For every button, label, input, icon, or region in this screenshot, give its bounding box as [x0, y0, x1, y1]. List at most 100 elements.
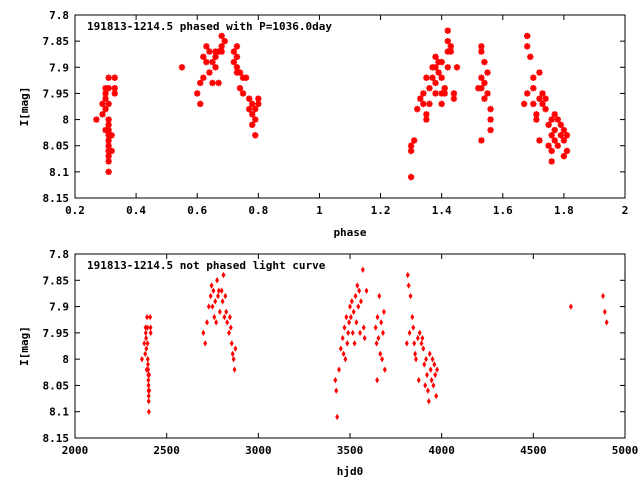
- data-point: [424, 355, 429, 363]
- data-point: [229, 340, 234, 347]
- data-point: [421, 345, 426, 352]
- data-point: [359, 298, 363, 305]
- data-point: [221, 37, 228, 45]
- data-point: [377, 292, 382, 300]
- data-point: [481, 58, 488, 66]
- data-point: [548, 147, 555, 155]
- data-point: [348, 313, 353, 321]
- data-point: [102, 105, 109, 113]
- y-tick-label: 8: [62, 114, 69, 127]
- data-point: [230, 48, 238, 55]
- data-point: [430, 355, 435, 363]
- data-point: [484, 90, 491, 97]
- data-point: [217, 308, 222, 316]
- x-tick-label: 0.4: [126, 204, 146, 217]
- data-point: [557, 132, 565, 139]
- data-point: [142, 340, 147, 347]
- data-point: [228, 324, 233, 331]
- chart-title: 191813-1214.5 not phased light curve: [87, 259, 326, 272]
- data-point: [230, 350, 235, 358]
- data-point: [334, 387, 339, 394]
- data-point: [216, 292, 220, 300]
- y-tick-label: 8.15: [43, 432, 70, 445]
- data-point: [105, 121, 112, 128]
- y-tick-label: 8.1: [49, 406, 69, 419]
- data-point: [487, 116, 494, 123]
- data-point: [382, 366, 387, 373]
- data-point: [527, 53, 534, 61]
- data-point: [478, 43, 485, 50]
- y-tick-label: 7.85: [43, 35, 70, 48]
- data-point: [447, 48, 455, 55]
- data-point: [102, 90, 109, 97]
- data-point: [425, 387, 430, 394]
- data-point: [221, 271, 226, 279]
- data-point: [410, 313, 415, 321]
- data-point: [232, 366, 237, 373]
- data-point: [210, 303, 215, 310]
- data-point: [379, 319, 384, 326]
- data-point: [148, 324, 153, 331]
- data-point: [438, 100, 445, 108]
- data-point: [405, 271, 410, 279]
- data-point: [233, 64, 241, 71]
- y-tick-label: 7.95: [43, 327, 70, 340]
- data-point: [351, 308, 356, 316]
- data-point: [203, 58, 210, 66]
- data-point: [376, 334, 381, 342]
- data-point: [146, 382, 151, 389]
- data-point: [222, 313, 227, 321]
- data-point: [349, 298, 354, 305]
- data-point: [211, 287, 216, 294]
- data-point: [105, 126, 112, 134]
- data-point: [536, 137, 543, 144]
- data-point: [227, 329, 231, 337]
- data-point: [548, 158, 555, 165]
- data-point: [411, 324, 416, 331]
- data-point: [200, 74, 207, 81]
- y-tick-label: 8.05: [43, 379, 70, 392]
- x-tick-label: 1.2: [371, 204, 391, 217]
- data-point: [147, 371, 152, 379]
- data-point: [208, 292, 213, 300]
- x-tick-label: 0.2: [65, 204, 85, 217]
- data-point: [601, 292, 605, 300]
- data-point: [197, 79, 204, 87]
- data-point: [111, 85, 118, 92]
- data-point: [435, 366, 440, 373]
- x-tick-label: 4000: [428, 444, 455, 457]
- data-points: [93, 27, 571, 181]
- data-point: [415, 334, 420, 342]
- data-point: [481, 95, 488, 102]
- data-point: [239, 90, 247, 97]
- data-point: [360, 266, 365, 273]
- data-point: [209, 79, 216, 87]
- data-point: [356, 303, 361, 310]
- data-point: [215, 79, 222, 87]
- data-point: [447, 43, 455, 50]
- data-point: [178, 64, 186, 71]
- y-tick-label: 7.8: [49, 9, 69, 22]
- data-point: [536, 95, 543, 102]
- data-point: [444, 27, 451, 34]
- y-tick-label: 7.9: [49, 301, 69, 314]
- data-point: [530, 74, 537, 81]
- data-point: [223, 292, 228, 300]
- data-point: [432, 64, 439, 71]
- data-point: [530, 100, 537, 108]
- data-point: [478, 85, 485, 92]
- chart-title: 191813-1214.5 phased with P=1036.0day: [87, 20, 332, 33]
- data-point: [105, 137, 112, 144]
- y-axis-title: I[mag]: [18, 87, 31, 127]
- data-point: [108, 147, 115, 155]
- data-point: [539, 100, 546, 108]
- data-point: [524, 90, 531, 97]
- data-point: [441, 90, 448, 97]
- data-point: [435, 69, 442, 76]
- data-point: [218, 32, 225, 40]
- data-point: [417, 329, 422, 337]
- data-point: [252, 132, 259, 139]
- data-point: [426, 398, 431, 405]
- data-point: [233, 53, 241, 61]
- data-point: [255, 100, 262, 108]
